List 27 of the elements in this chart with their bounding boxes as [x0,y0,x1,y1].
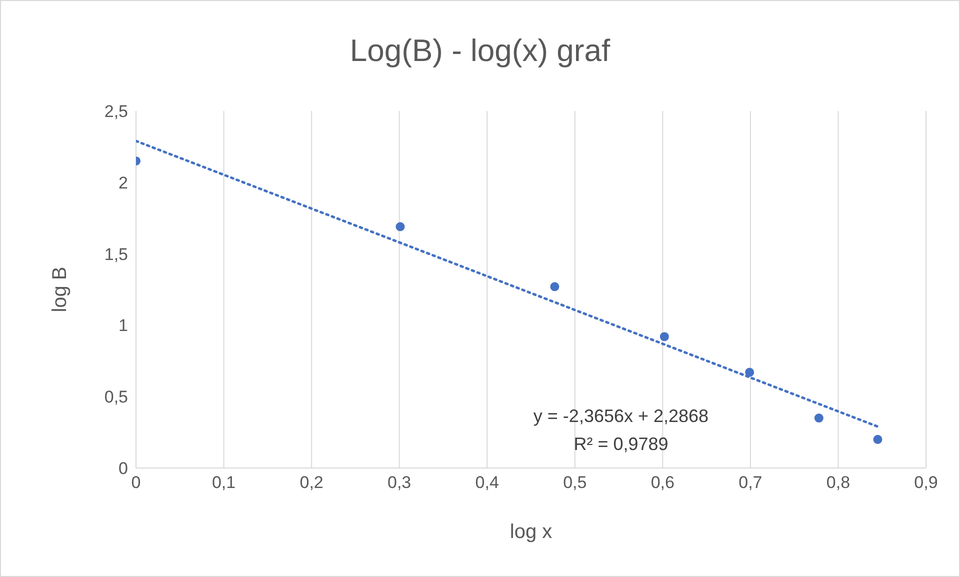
x-tick-label: 0,1 [212,473,236,492]
x-tick-label: 0,4 [475,473,499,492]
y-tick-label: 2,5 [104,102,128,122]
annotation: R² = 0,9789 [572,433,670,456]
point [745,368,754,377]
x-tick-label: 0,3 [388,473,412,492]
point [396,222,405,232]
y-tick-label: 1,5 [104,244,128,264]
point [660,332,669,342]
x-tick-label: 0,8 [826,473,850,492]
x-axis-title: log x [510,521,552,543]
point [550,282,560,292]
annotation: y = -2,3656x + 2,2868 [532,405,710,428]
x-tick-label: 0,7 [738,473,762,492]
y-tick-label: 1 [118,316,128,336]
x-tick-label: 0,6 [650,473,674,492]
point [873,434,882,444]
y-tick-label: 2 [118,173,128,192]
x-tick-label: 0,9 [914,473,938,492]
chart-title: Log(B) - log(x) graf [348,33,612,69]
x-tick-label: 0 [131,473,141,492]
x-tick-label: 0,5 [563,473,587,492]
point [814,414,824,423]
y-axis-title: log B [49,266,72,312]
y-tick-label: 0,5 [104,388,128,407]
x-tick-label: 0,2 [300,473,324,492]
y-tick-label: 0 [118,459,128,478]
